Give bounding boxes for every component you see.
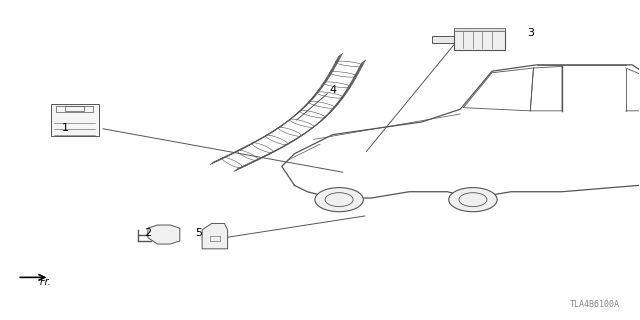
Circle shape [315, 188, 364, 212]
Bar [56, 106, 93, 112]
Text: 2: 2 [145, 228, 152, 238]
Polygon shape [202, 223, 228, 249]
Bar [454, 28, 505, 31]
Bar [431, 36, 456, 43]
Text: 3: 3 [527, 28, 534, 38]
Text: Fr.: Fr. [40, 277, 51, 287]
Text: TLA4B6100A: TLA4B6100A [570, 300, 620, 309]
Circle shape [449, 188, 497, 212]
Bar [454, 29, 505, 50]
Text: 1: 1 [61, 123, 68, 133]
Bar [51, 105, 99, 136]
Text: 4: 4 [329, 85, 336, 95]
Text: 5: 5 [195, 228, 202, 238]
Bar [65, 106, 84, 111]
Polygon shape [148, 225, 180, 244]
